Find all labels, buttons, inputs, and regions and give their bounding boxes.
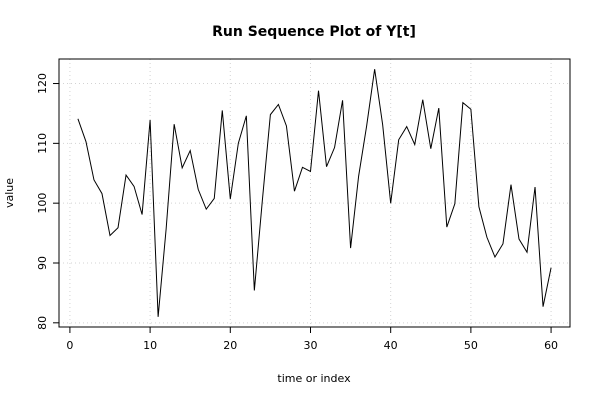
y-tick-label: 120 xyxy=(36,73,49,94)
y-tick-label: 90 xyxy=(36,256,49,270)
x-tick-label: 0 xyxy=(66,339,73,352)
y-tick-label: 110 xyxy=(36,133,49,154)
x-tick-label: 10 xyxy=(143,339,157,352)
plot-frame xyxy=(58,58,571,328)
x-tick-label: 60 xyxy=(544,339,558,352)
series-line xyxy=(77,69,552,317)
x-tick-label: 50 xyxy=(464,339,478,352)
x-tick-label: 30 xyxy=(303,339,317,352)
x-axis-label: time or index xyxy=(277,372,351,385)
chart-title: Run Sequence Plot of Y[t] xyxy=(212,24,416,40)
y-tick-label: 100 xyxy=(36,193,49,214)
grid-layer xyxy=(59,59,570,327)
y-tick-label: 80 xyxy=(36,316,49,330)
x-tick-label: 40 xyxy=(384,339,398,352)
x-tick-label: 20 xyxy=(223,339,237,352)
y-axis: 80 90 100 110 120 xyxy=(36,73,59,330)
y-axis-label: value xyxy=(3,178,16,208)
x-axis: 0 10 20 30 40 50 60 xyxy=(66,327,558,352)
